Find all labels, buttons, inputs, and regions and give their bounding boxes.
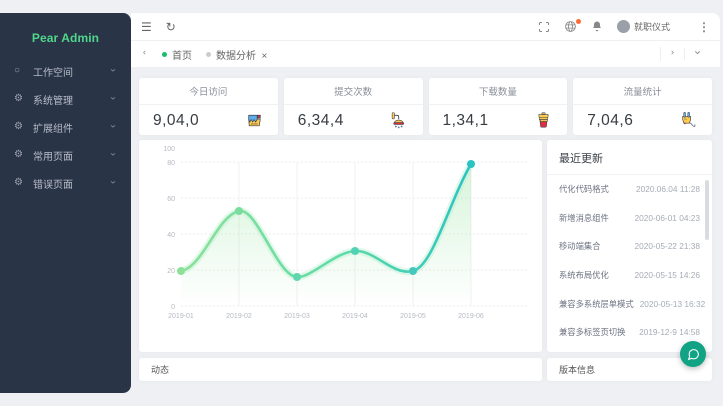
svg-text:2019-05: 2019-05	[400, 313, 426, 320]
svg-text:2019-06: 2019-06	[458, 313, 484, 320]
svg-text:40: 40	[167, 232, 175, 239]
svg-text:80: 80	[167, 160, 175, 167]
svg-text:20: 20	[167, 268, 175, 275]
svg-text:2019-02: 2019-02	[226, 313, 252, 320]
svg-text:2019-03: 2019-03	[284, 313, 310, 320]
svg-text:60: 60	[167, 196, 175, 203]
svg-text:2019-04: 2019-04	[342, 313, 368, 320]
svg-text:2019-01: 2019-01	[168, 313, 194, 320]
svg-text:100: 100	[163, 146, 175, 153]
svg-text:0: 0	[171, 304, 175, 311]
